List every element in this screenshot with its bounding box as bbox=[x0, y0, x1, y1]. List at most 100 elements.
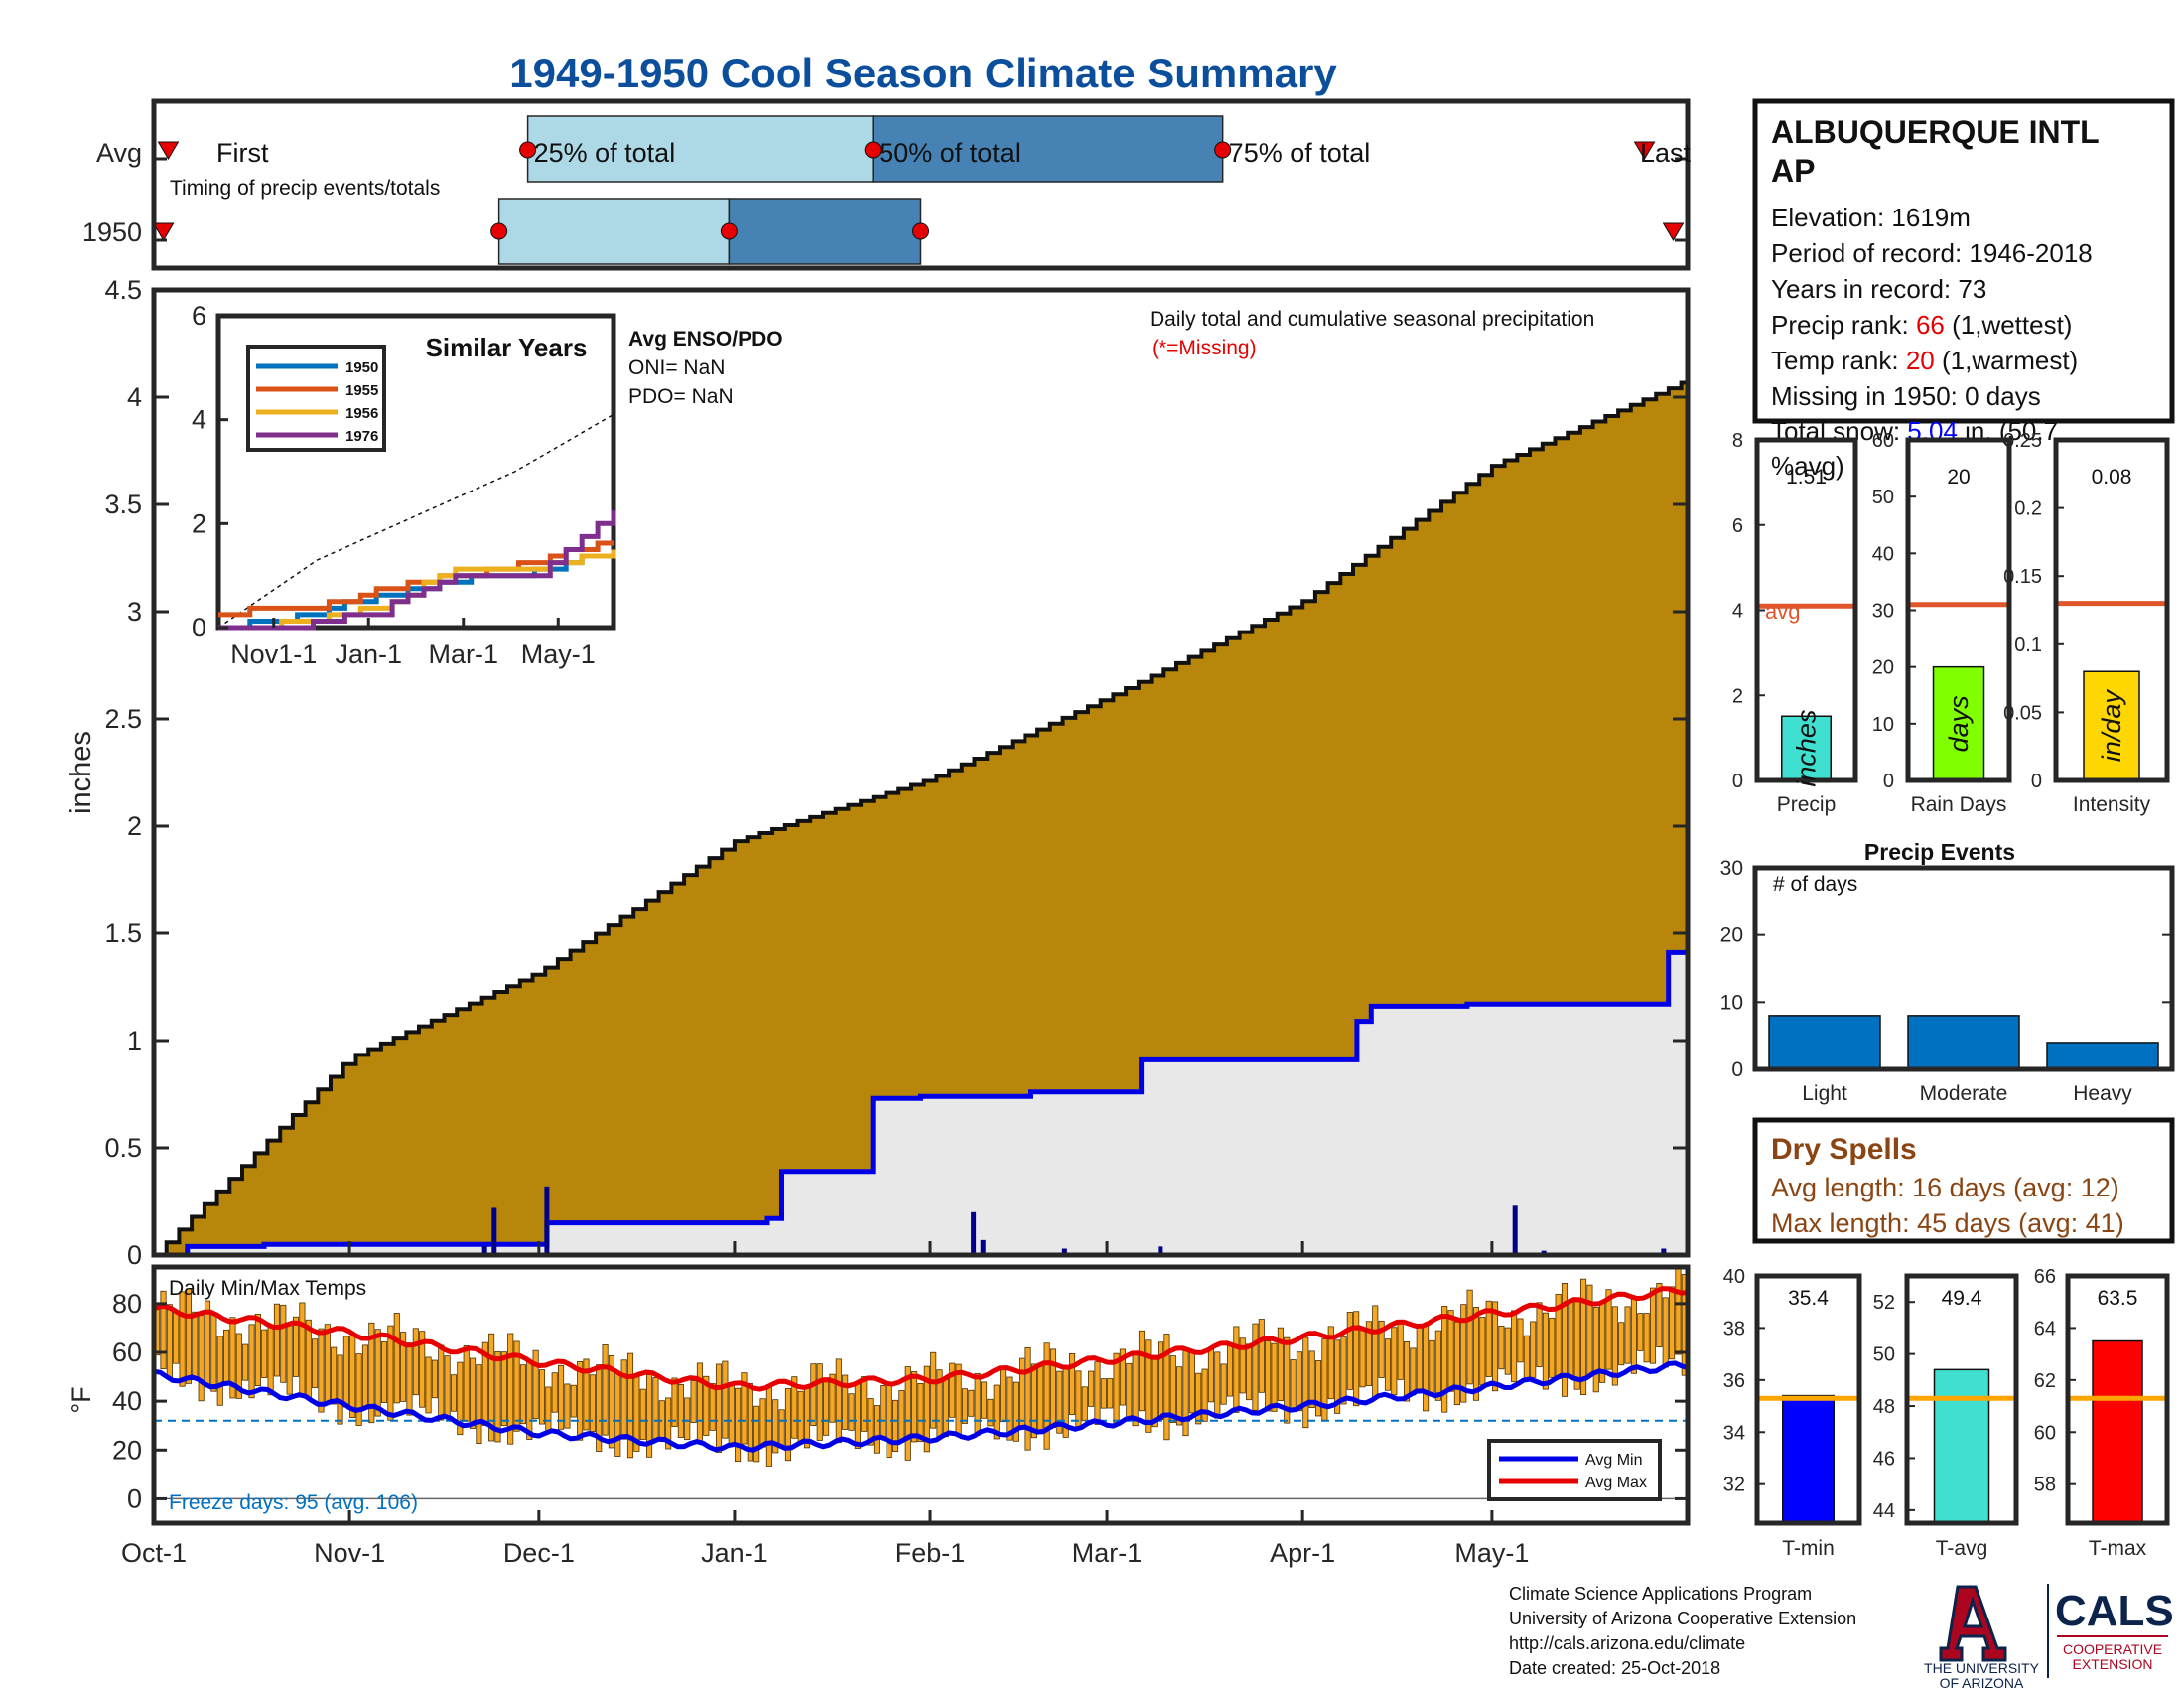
intensity-y-tick-label: 0.2 bbox=[2014, 498, 2042, 520]
daily-temp-bar bbox=[463, 1345, 470, 1422]
daily-temp-bar bbox=[1384, 1338, 1392, 1391]
daily-temp-bar bbox=[457, 1361, 464, 1436]
month-label: Jan-1 bbox=[701, 1538, 768, 1568]
footer-date: Date created: 25-Oct-2018 bbox=[1509, 1658, 1720, 1678]
daily-temp-bar bbox=[229, 1317, 236, 1399]
events-y-tick-label: 0 bbox=[1731, 1058, 1743, 1081]
daily-temp-bar bbox=[848, 1393, 855, 1431]
timing-avg-first-marker bbox=[157, 141, 180, 160]
daily-temp-bar bbox=[1284, 1336, 1291, 1424]
events-category-label: Moderate bbox=[1920, 1082, 2008, 1105]
dry-spells-avg: Avg length: 16 days (avg: 12) bbox=[1771, 1173, 2119, 1202]
daily-temp-bar bbox=[380, 1341, 388, 1403]
inset-legend-label-1956: 1956 bbox=[345, 405, 378, 422]
daily-temp-bar bbox=[280, 1304, 287, 1383]
daily-temp-bar bbox=[696, 1362, 703, 1444]
tmax-y-tick-label: 62 bbox=[2034, 1370, 2056, 1392]
tmin-y-tick-label: 32 bbox=[1723, 1475, 1745, 1496]
daily-temp-bar bbox=[1119, 1348, 1126, 1406]
daily-temp-bar bbox=[1132, 1351, 1139, 1427]
daily-temp-bar bbox=[1542, 1312, 1549, 1390]
temp-y-label: °F bbox=[67, 1386, 96, 1413]
footer-university: University of Arizona Cooperative Extens… bbox=[1509, 1609, 1856, 1628]
daily-temp-bar bbox=[570, 1384, 577, 1418]
tavg-y-tick-label: 52 bbox=[1873, 1292, 1895, 1314]
avg-cumulative-area bbox=[154, 382, 1688, 1255]
temp-y-tick-label: 60 bbox=[112, 1337, 142, 1367]
inset-legend-label-1955: 1955 bbox=[345, 382, 378, 399]
daily-temp-bar bbox=[235, 1333, 242, 1399]
precip-y-tick-label: 4 bbox=[1732, 601, 1743, 623]
events-y-tick-label: 10 bbox=[1720, 991, 1743, 1014]
daily-precip-bar bbox=[1512, 1205, 1518, 1255]
intensity-bar bbox=[2083, 670, 2140, 781]
precip-y-tick-label: 0 bbox=[127, 1240, 142, 1270]
raindays-y-tick-label: 0 bbox=[1883, 771, 1894, 792]
intensity-y-tick-label: 0 bbox=[2031, 771, 2042, 792]
year-1950-cumulative-line bbox=[154, 943, 1691, 1258]
daily-temp-bar bbox=[488, 1333, 495, 1442]
oni-text: ONI= NaN bbox=[628, 356, 725, 379]
daily-temp-bar bbox=[1429, 1339, 1435, 1396]
daily-temp-bar bbox=[526, 1360, 533, 1440]
daily-temp-bar bbox=[1138, 1330, 1146, 1412]
temp-rank: Temp rank: 20 (1,warmest) bbox=[1771, 346, 2078, 375]
daily-temp-bar bbox=[1302, 1336, 1309, 1429]
daily-temp-bar bbox=[639, 1388, 646, 1440]
daily-temp-bar bbox=[930, 1351, 937, 1429]
month-label: Feb-1 bbox=[895, 1538, 966, 1568]
station-frame bbox=[1752, 98, 2175, 424]
daily-temp-bar bbox=[1359, 1329, 1366, 1388]
daily-temp-bar bbox=[1372, 1305, 1379, 1399]
daily-temp-bar bbox=[1107, 1378, 1114, 1409]
daily-temp-bar bbox=[185, 1288, 192, 1384]
tmax-panel: 58 60 62 64 66 63.5 T-max bbox=[2034, 1266, 2170, 1560]
footer: Climate Science Applications Program Uni… bbox=[1509, 1584, 2174, 1688]
daily-temp-bar bbox=[1024, 1346, 1031, 1451]
precip-y-tick-label: 0 bbox=[1732, 771, 1743, 792]
daily-precip-bar bbox=[980, 1239, 986, 1255]
daily-temp-bar bbox=[1378, 1320, 1385, 1378]
cals-wordmark: CALS bbox=[2055, 1587, 2174, 1635]
daily-temp-bar bbox=[1453, 1321, 1460, 1406]
daily-temp-bar bbox=[583, 1358, 590, 1431]
daily-temp-bar bbox=[1586, 1284, 1593, 1376]
daily-temp-bar bbox=[904, 1366, 911, 1461]
daily-temp-bar bbox=[1176, 1366, 1183, 1426]
precip-y-tick-label: 2 bbox=[127, 811, 142, 841]
inset-x-tick-label: Nov1-1 bbox=[230, 639, 317, 669]
daily-temp-bar bbox=[1675, 1264, 1682, 1355]
daily-temp-bar bbox=[166, 1304, 173, 1378]
daily-temp-bar bbox=[923, 1365, 930, 1453]
enso-title: Avg ENSO/PDO bbox=[628, 328, 783, 351]
month-label: May-1 bbox=[1454, 1538, 1529, 1568]
daily-temp-bar bbox=[652, 1377, 659, 1440]
daily-temp-bar bbox=[741, 1372, 748, 1445]
precip-events-panel: Precip Events Light Moderate Heavy0102030 … bbox=[1720, 839, 2175, 1105]
daily-temp-bar bbox=[400, 1332, 407, 1402]
daily-precip-bar bbox=[481, 1246, 487, 1255]
daily-temp-bar bbox=[198, 1315, 205, 1402]
daily-temp-bar bbox=[1340, 1336, 1347, 1405]
daily-temp-bar bbox=[949, 1362, 956, 1418]
daily-temp-bar bbox=[1195, 1372, 1202, 1425]
tmin-y-tick-label: 36 bbox=[1723, 1370, 1745, 1392]
inset-x-tick-label: May-1 bbox=[521, 639, 596, 669]
timing-75pct-label: 75% of total bbox=[1229, 138, 1371, 168]
daily-temp-bar bbox=[431, 1359, 438, 1399]
daily-temp-bar bbox=[1126, 1362, 1133, 1420]
temp-legend bbox=[1487, 1439, 1662, 1501]
daily-temp-bar bbox=[1511, 1310, 1518, 1383]
tmin-panel: 32 34 36 38 40 35.4 T-min bbox=[1723, 1266, 1862, 1560]
daily-temp-bar bbox=[179, 1291, 186, 1387]
tavg-y-tick-label: 44 bbox=[1873, 1500, 1895, 1522]
figure-title: 1949-1950 Cool Season Climate Summary bbox=[509, 50, 1337, 96]
timing-25pct-label: 25% of total bbox=[534, 138, 676, 168]
raindays-unit-label: days bbox=[1944, 695, 1974, 752]
precip-y-tick-label: 6 bbox=[1732, 515, 1743, 537]
daily-temp-bar bbox=[1000, 1365, 1007, 1423]
tavg-category-label: T-avg bbox=[1936, 1537, 1988, 1560]
daily-temp-bar bbox=[532, 1349, 539, 1420]
station-years: Years in record: 73 bbox=[1771, 274, 1986, 304]
